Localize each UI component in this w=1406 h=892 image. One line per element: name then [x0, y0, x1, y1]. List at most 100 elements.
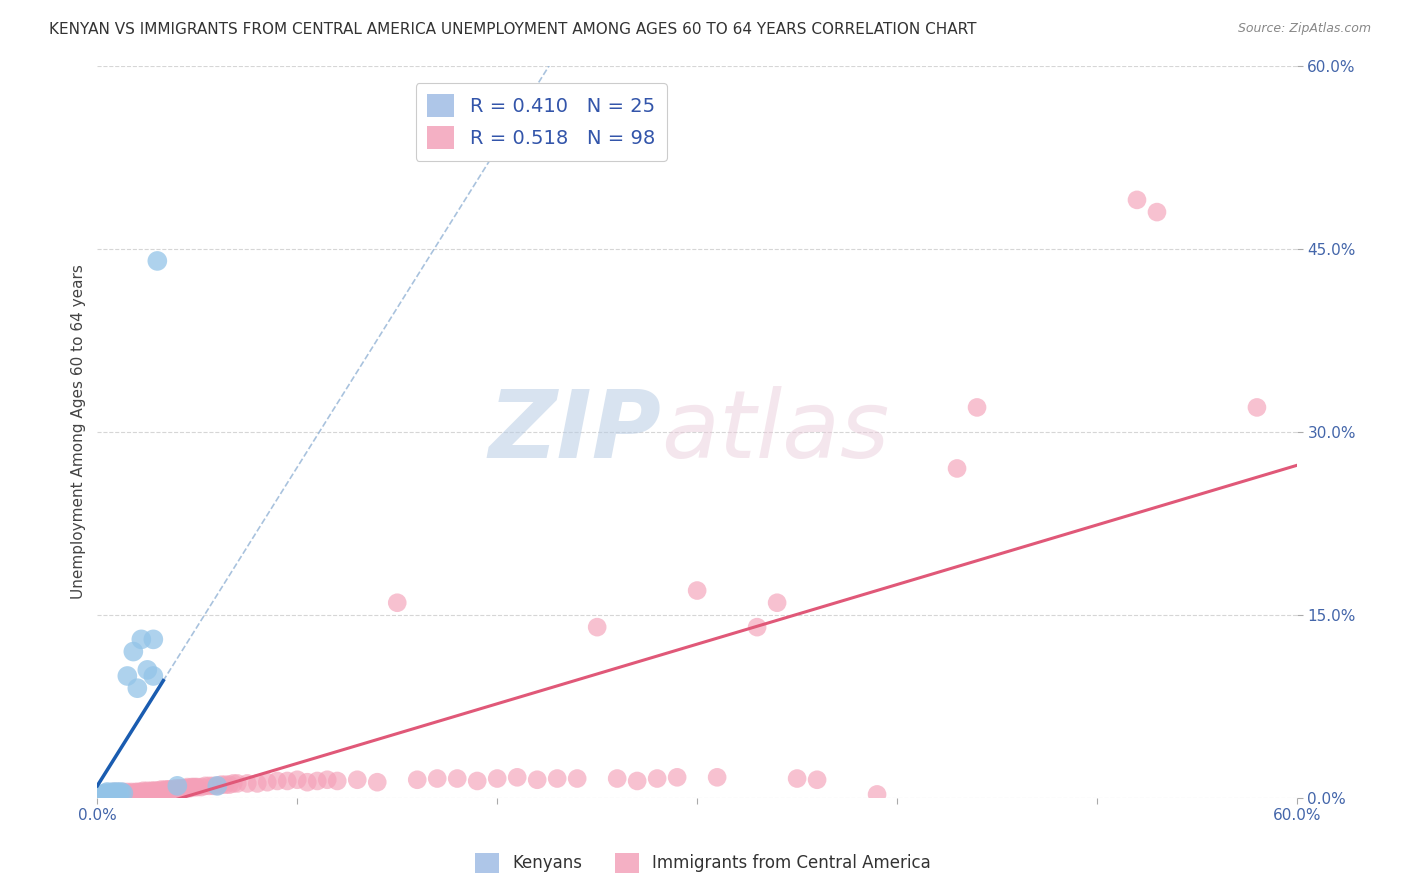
Point — [146, 254, 169, 268]
Point — [98, 786, 121, 800]
Legend: Kenyans, Immigrants from Central America: Kenyans, Immigrants from Central America — [468, 847, 938, 880]
Point — [326, 774, 349, 789]
Point — [786, 772, 808, 786]
Point — [285, 772, 308, 787]
Point — [222, 776, 245, 790]
Point — [387, 596, 409, 610]
Point — [866, 788, 889, 802]
Point — [366, 775, 388, 789]
Point — [567, 772, 589, 786]
Point — [117, 785, 139, 799]
Point — [256, 775, 278, 789]
Point — [104, 786, 127, 800]
Point — [103, 785, 125, 799]
Point — [142, 783, 165, 797]
Point — [131, 785, 153, 799]
Point — [626, 774, 648, 789]
Point — [180, 780, 202, 794]
Point — [506, 770, 529, 784]
Point — [236, 776, 259, 790]
Point — [276, 774, 298, 789]
Point — [346, 772, 368, 787]
Point — [142, 669, 165, 683]
Point — [103, 785, 125, 799]
Point — [186, 780, 208, 794]
Point — [100, 788, 122, 802]
Point — [209, 778, 232, 792]
Point — [686, 583, 709, 598]
Point — [194, 779, 217, 793]
Point — [218, 778, 240, 792]
Point — [96, 786, 118, 800]
Point — [110, 786, 132, 800]
Point — [766, 596, 789, 610]
Point — [138, 785, 160, 799]
Point — [172, 781, 194, 796]
Point — [114, 786, 136, 800]
Point — [117, 669, 139, 683]
Point — [316, 772, 339, 787]
Point — [90, 789, 112, 803]
Point — [127, 681, 149, 696]
Point — [214, 778, 236, 792]
Point — [166, 782, 188, 797]
Point — [226, 776, 249, 790]
Point — [128, 785, 150, 799]
Point — [179, 781, 201, 796]
Point — [176, 780, 198, 794]
Point — [93, 788, 115, 802]
Point — [148, 783, 170, 797]
Point — [155, 782, 177, 797]
Point — [127, 785, 149, 799]
Point — [307, 774, 329, 789]
Point — [141, 783, 163, 797]
Point — [105, 785, 128, 799]
Point — [166, 779, 188, 793]
Legend: R = 0.410   N = 25, R = 0.518   N = 98: R = 0.410 N = 25, R = 0.518 N = 98 — [416, 83, 666, 161]
Point — [526, 772, 548, 787]
Point — [426, 772, 449, 786]
Point — [105, 788, 128, 802]
Point — [112, 786, 135, 800]
Point — [108, 786, 131, 800]
Point — [198, 779, 221, 793]
Point — [96, 788, 118, 802]
Text: ZIP: ZIP — [488, 386, 661, 478]
Point — [118, 786, 141, 800]
Point — [190, 780, 212, 794]
Point — [146, 783, 169, 797]
Point — [745, 620, 768, 634]
Point — [157, 782, 180, 797]
Point — [93, 788, 115, 802]
Point — [446, 772, 468, 786]
Point — [465, 774, 488, 789]
Point — [143, 783, 166, 797]
Point — [170, 781, 193, 796]
Point — [124, 785, 146, 799]
Point — [98, 788, 121, 802]
Point — [181, 780, 204, 794]
Point — [486, 772, 509, 786]
Point — [246, 776, 269, 790]
Point — [162, 782, 184, 797]
Point — [105, 785, 128, 799]
Point — [706, 770, 728, 784]
Point — [105, 788, 128, 802]
Point — [666, 770, 689, 784]
Point — [406, 772, 429, 787]
Point — [152, 783, 174, 797]
Point — [96, 788, 118, 802]
Point — [297, 775, 319, 789]
Point — [100, 786, 122, 800]
Point — [606, 772, 628, 786]
Text: Source: ZipAtlas.com: Source: ZipAtlas.com — [1237, 22, 1371, 36]
Point — [586, 620, 609, 634]
Point — [103, 786, 125, 800]
Point — [174, 781, 197, 796]
Point — [94, 786, 117, 800]
Point — [645, 772, 668, 786]
Point — [1146, 205, 1168, 219]
Point — [136, 663, 159, 677]
Point — [169, 781, 191, 796]
Point — [966, 401, 988, 415]
